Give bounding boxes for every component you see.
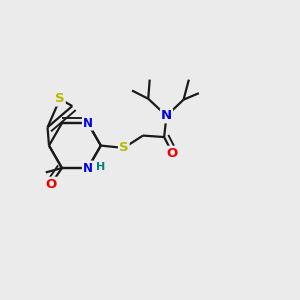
Text: N: N — [161, 109, 172, 122]
Text: S: S — [55, 92, 65, 106]
Text: O: O — [45, 178, 56, 191]
Text: S: S — [119, 141, 129, 154]
Text: H: H — [96, 162, 105, 172]
Text: N: N — [83, 161, 93, 175]
Text: O: O — [167, 147, 178, 160]
Text: N: N — [83, 117, 93, 130]
